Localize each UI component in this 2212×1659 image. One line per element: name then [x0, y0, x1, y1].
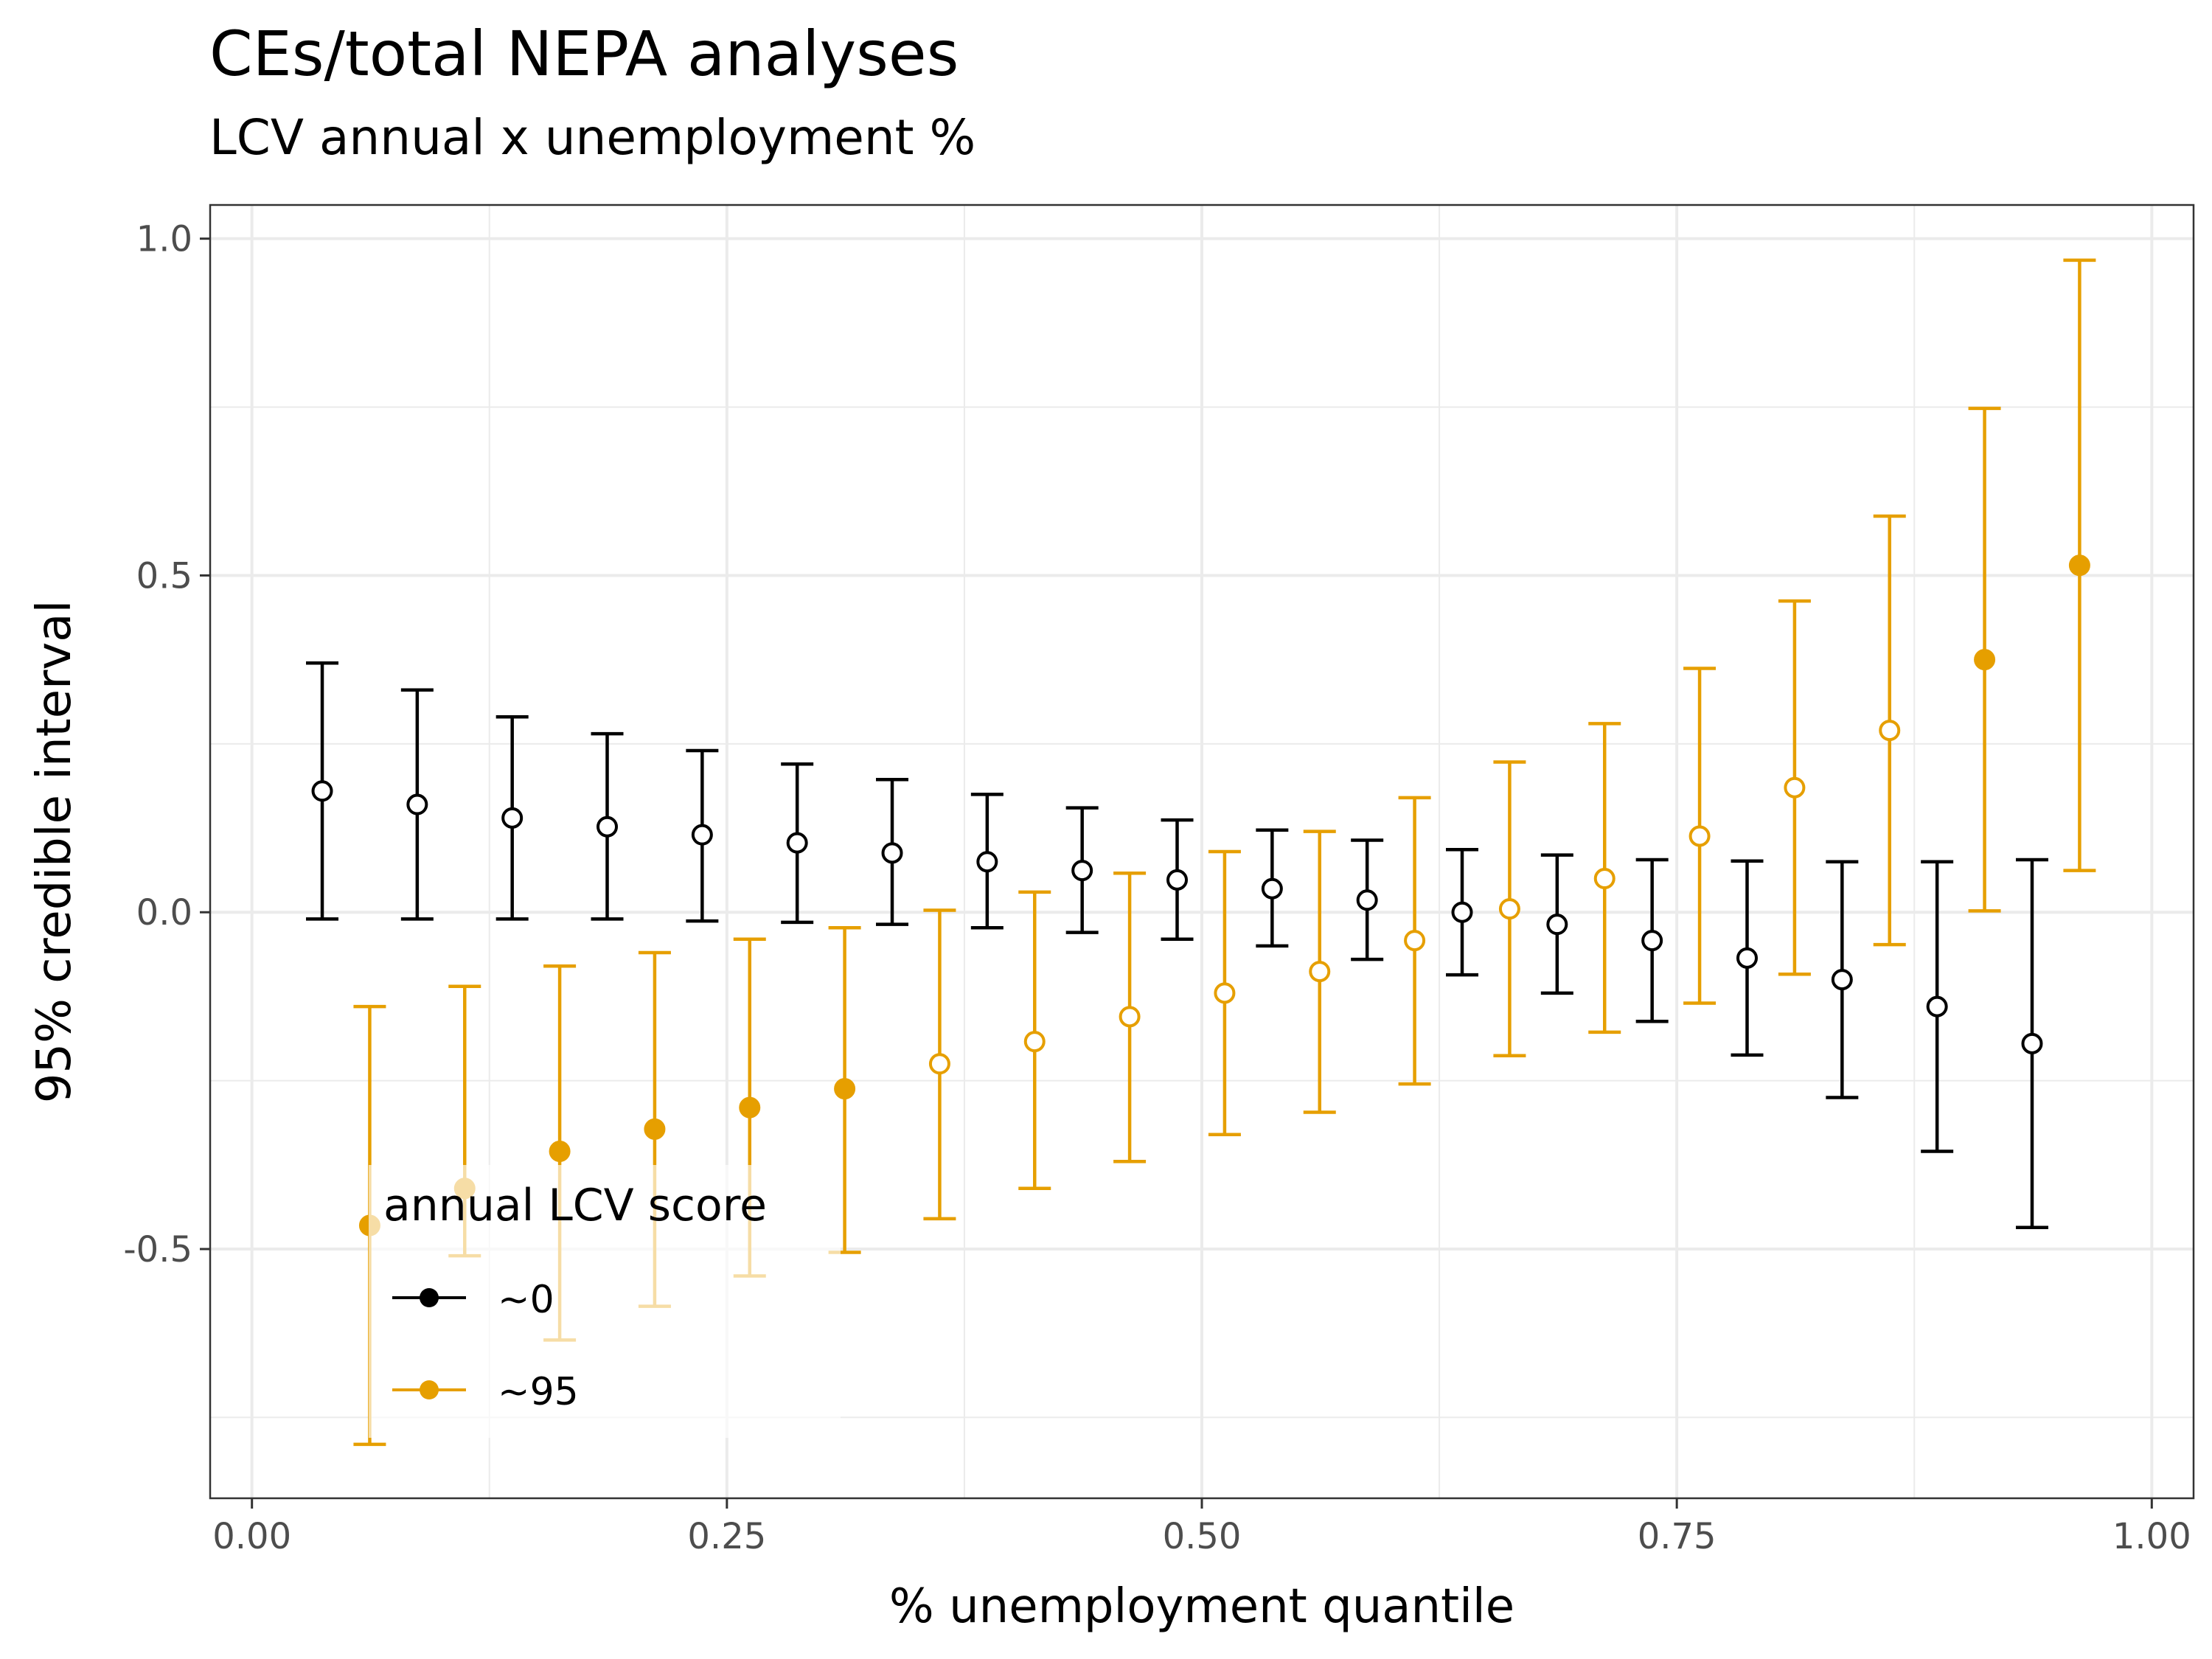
x-tick-label: 0.75 — [1638, 1516, 1717, 1557]
grid-major — [210, 205, 2194, 1498]
point-lcv-95 — [1498, 898, 1520, 920]
x-tick-label: 0.25 — [687, 1516, 766, 1557]
point-lcv-95 — [1688, 825, 1711, 847]
point-lcv-95 — [834, 1078, 856, 1100]
point-lcv-0 — [1546, 914, 1568, 936]
y-axis-ticks: -0.5 0.0 0.5 1.0 — [123, 219, 210, 1270]
point-lcv-95 — [1214, 982, 1236, 1004]
x-axis-title: % unemployment quantile — [889, 1579, 1514, 1634]
chart-title: CEs/total NEPA analyses — [209, 18, 959, 90]
point-lcv-95 — [1119, 1006, 1141, 1028]
legend-key-point-lcv-0 — [420, 1288, 439, 1307]
point-lcv-95 — [549, 1141, 571, 1163]
point-lcv-95 — [928, 1053, 950, 1075]
point-lcv-95 — [1023, 1031, 1046, 1053]
point-lcv-0 — [1451, 901, 1473, 923]
y-tick-label: 0.5 — [136, 555, 192, 597]
point-lcv-0 — [786, 832, 808, 854]
x-tick-label: 1.00 — [2112, 1516, 2191, 1557]
y-axis-title: 95% credible interval — [27, 600, 82, 1104]
point-lcv-0 — [1071, 860, 1093, 882]
point-lcv-0 — [597, 815, 619, 838]
legend-label-lcv-0: ~0 — [498, 1278, 554, 1322]
y-tick-label: 0.0 — [136, 892, 192, 933]
point-lcv-95 — [644, 1118, 666, 1140]
point-lcv-0 — [1641, 930, 1663, 952]
point-lcv-0 — [691, 824, 713, 846]
point-lcv-0 — [1261, 877, 1283, 900]
legend-title: annual LCV score — [383, 1180, 767, 1231]
legend-label-lcv-95: ~95 — [498, 1370, 579, 1414]
y-tick-label: -0.5 — [123, 1229, 192, 1270]
point-lcv-0 — [1831, 969, 1853, 991]
x-tick-label: 0.00 — [212, 1516, 291, 1557]
point-lcv-95 — [1974, 649, 1996, 671]
point-lcv-95 — [1784, 776, 1806, 799]
legend-key-point-lcv-95 — [420, 1380, 439, 1399]
point-lcv-95 — [1593, 868, 1615, 890]
point-lcv-0 — [406, 793, 428, 815]
x-axis-ticks: 0.00 0.25 0.50 0.75 1.00 — [212, 1498, 2191, 1557]
series-lcv-0 — [306, 661, 2048, 1230]
point-lcv-95 — [1879, 720, 1901, 742]
x-tick-label: 0.50 — [1163, 1516, 1242, 1557]
point-lcv-95 — [739, 1096, 761, 1119]
point-lcv-0 — [311, 780, 333, 802]
point-lcv-0 — [1926, 995, 1948, 1018]
point-lcv-95 — [1309, 961, 1331, 983]
point-lcv-0 — [2021, 1032, 2043, 1054]
y-tick-label: 1.0 — [136, 219, 192, 260]
legend: annual LCV score ~0 ~95 — [369, 1165, 841, 1438]
legend-key-lcv-95 — [392, 1380, 466, 1399]
point-lcv-0 — [976, 851, 998, 873]
point-lcv-0 — [1166, 869, 1189, 891]
chart-subtitle: LCV annual x unemployment % — [209, 109, 976, 166]
point-lcv-0 — [501, 807, 524, 829]
point-lcv-95 — [1404, 930, 1426, 952]
point-lcv-0 — [881, 842, 903, 864]
legend-background — [369, 1165, 841, 1438]
point-lcv-95 — [2068, 554, 2090, 577]
point-lcv-0 — [1356, 889, 1378, 911]
point-lcv-0 — [1736, 947, 1758, 969]
legend-key-lcv-0 — [392, 1288, 466, 1307]
